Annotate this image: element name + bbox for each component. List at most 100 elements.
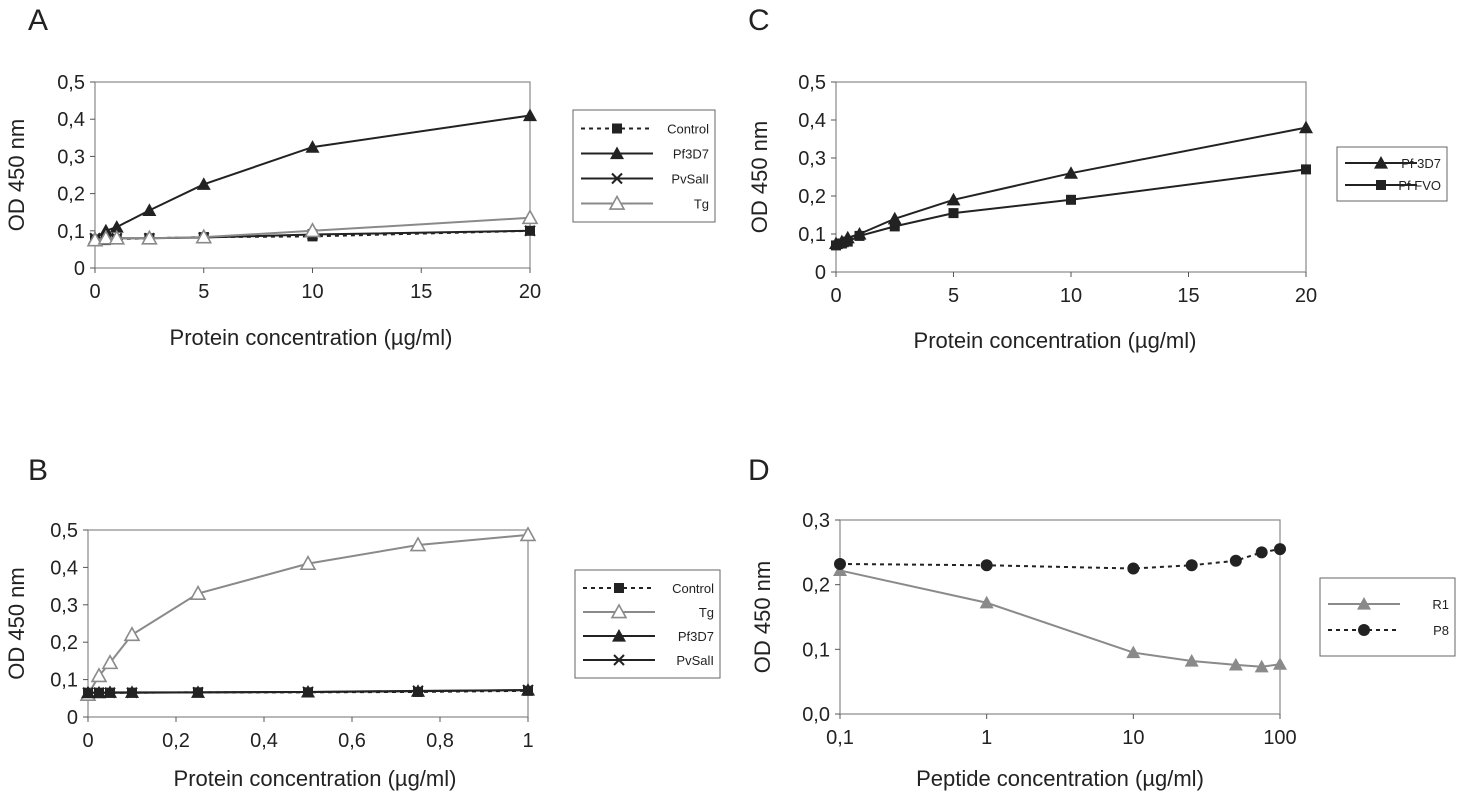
data-point <box>1273 657 1287 670</box>
data-point <box>1229 554 1242 567</box>
data-point <box>108 229 126 245</box>
data-point <box>196 177 211 190</box>
y-tick-label: 0,4 <box>798 110 826 132</box>
series-p8 <box>834 543 1286 575</box>
x-tick-label: 0 <box>89 281 100 303</box>
panel-letter: B <box>28 454 48 487</box>
y-tick-label: 0,3 <box>798 148 826 170</box>
y-tick-label: 0,1 <box>50 670 78 692</box>
data-point <box>141 229 158 245</box>
legend-item: Pf FVO <box>1345 178 1441 193</box>
data-point <box>305 140 320 153</box>
x-axis-title: Protein concentration (µg/ml) <box>914 328 1197 353</box>
data-point <box>1299 120 1313 134</box>
data-point <box>1126 645 1141 659</box>
data-point <box>412 685 424 697</box>
series-pvsali <box>82 684 534 699</box>
data-point <box>93 686 105 699</box>
data-point <box>980 559 993 572</box>
legend-label: Control <box>672 581 714 596</box>
x-tick-label: 0,1 <box>826 727 854 749</box>
y-tick-label: 0,1 <box>798 224 826 246</box>
y-tick-label: 0,4 <box>50 557 78 579</box>
y-tick-label: 0,0 <box>802 704 830 726</box>
data-point <box>109 220 124 233</box>
legend-item: Pf 3D7 <box>1345 156 1441 171</box>
data-point <box>948 208 959 219</box>
legend-label: Pf3D7 <box>673 147 709 162</box>
y-axis-title: OD 450 nm <box>747 121 772 234</box>
series-tg <box>79 526 537 701</box>
legend-item: R1 <box>1328 597 1449 612</box>
data-point <box>1127 562 1140 575</box>
legend-item: Tg <box>581 194 709 212</box>
data-point <box>189 584 207 600</box>
legend-marker <box>608 194 626 210</box>
chart-panel-a: A 0 0,1 0,2 0,3 0,4 0,5 0 5 10 15 20 Protein concent… <box>4 4 716 350</box>
x-tick-label: 15 <box>1177 285 1199 307</box>
data-point <box>519 526 537 542</box>
legend-item: Tg <box>583 603 714 620</box>
legend-label: Pf 3D7 <box>1401 156 1441 171</box>
legend-marker <box>611 172 623 185</box>
data-point <box>831 240 841 251</box>
legend-label: Control <box>667 122 709 137</box>
y-tick-label: 0,2 <box>50 632 78 654</box>
y-tick-label: 0 <box>815 262 826 284</box>
data-point <box>854 230 865 241</box>
x-tick-label: 0,4 <box>250 730 278 752</box>
panel-letter: A <box>28 4 48 37</box>
data-point <box>1184 653 1199 667</box>
data-point <box>1274 543 1286 556</box>
y-tick-label: 0,5 <box>50 520 78 542</box>
data-point <box>104 686 116 699</box>
x-axis-title: Protein concentration (µg/ml) <box>174 766 457 791</box>
data-point <box>90 667 108 683</box>
data-point <box>299 555 317 571</box>
series-line <box>88 689 529 694</box>
data-point <box>1254 659 1269 673</box>
legend-label: Pf FVO <box>1398 178 1441 193</box>
legend-item: P8 <box>1328 623 1449 638</box>
data-point <box>889 221 900 232</box>
data-point <box>192 686 204 699</box>
data-point <box>142 203 157 216</box>
legend-marker <box>612 629 626 642</box>
x-tick-label: 100 <box>1263 727 1296 749</box>
legend-marker <box>1358 624 1370 636</box>
x-tick-label: 0,6 <box>338 730 366 752</box>
x-tick-label: 1 <box>522 730 533 752</box>
y-axis-title: OD 450 nm <box>750 561 775 674</box>
legend-label: Tg <box>699 605 714 620</box>
y-tick-label: 0,3 <box>57 146 85 168</box>
y-tick-label: 0 <box>67 707 78 729</box>
series-pf-fvo <box>831 164 1311 251</box>
data-point <box>842 236 853 247</box>
x-tick-label: 0,8 <box>426 730 454 752</box>
data-point <box>195 228 213 244</box>
y-tick-label: 0,5 <box>57 72 85 94</box>
legend-marker <box>610 603 628 619</box>
data-point <box>82 686 94 699</box>
data-point <box>101 654 119 670</box>
x-tick-label: 1 <box>981 727 992 749</box>
data-point <box>126 686 138 699</box>
data-point <box>979 595 994 609</box>
legend-label: Tg <box>694 197 709 212</box>
chart-panel-c: C 0 0,1 0,2 0,3 0,4 0,5 0 5 10 15 20 Protein concent… <box>747 4 1448 353</box>
data-point <box>1228 657 1243 671</box>
legend: Control Pf3D7 PvSalI Tg <box>572 109 716 223</box>
data-point <box>1064 166 1078 179</box>
y-tick-label: 0,1 <box>57 221 85 243</box>
x-axis-title: Protein concentration (µg/ml) <box>170 325 453 350</box>
y-tick-label: 0 <box>74 258 85 280</box>
legend-label: R1 <box>1432 597 1449 612</box>
data-point <box>887 211 902 225</box>
legend-marker <box>1357 597 1371 610</box>
data-point <box>1066 194 1076 205</box>
legend-item: Control <box>583 581 714 596</box>
x-tick-label: 20 <box>519 281 541 303</box>
legend: R1 P8 <box>1319 577 1456 657</box>
x-tick-label: 10 <box>1060 285 1082 307</box>
data-point <box>304 222 321 238</box>
